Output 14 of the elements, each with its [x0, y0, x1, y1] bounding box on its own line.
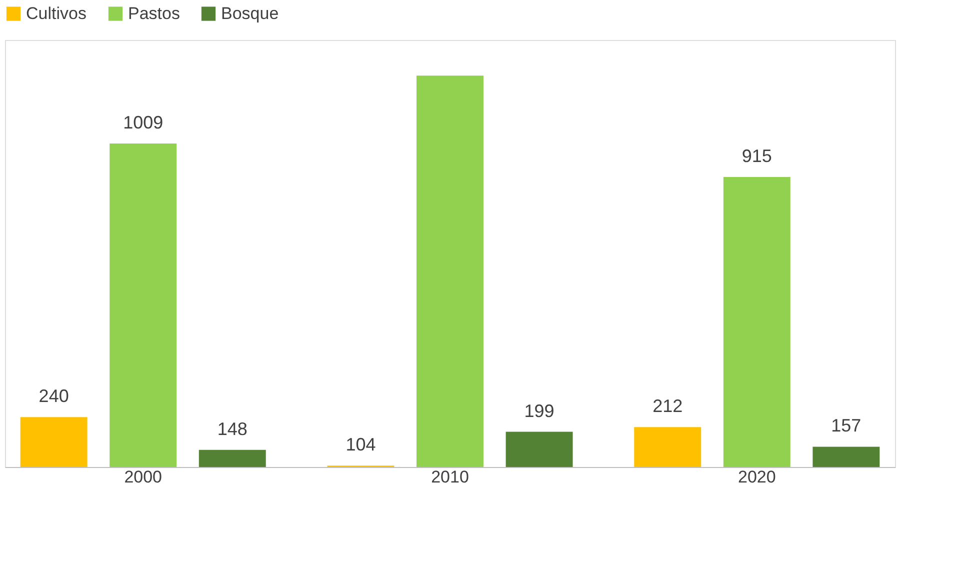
- data-label: 915: [742, 146, 772, 166]
- legend-label: Bosque: [221, 4, 279, 23]
- data-label: 104: [346, 434, 376, 455]
- x-tick-label: 2000: [124, 468, 162, 486]
- data-label: 1009: [123, 112, 164, 133]
- legend-label: Pastos: [128, 4, 180, 23]
- data-label: 157: [831, 416, 862, 436]
- data-label: 212: [652, 396, 683, 416]
- legend-label: Cultivos: [26, 4, 86, 23]
- data-label: 148: [217, 418, 248, 439]
- x-tick-label: 2020: [738, 468, 776, 486]
- data-label: 240: [38, 386, 69, 406]
- data-label: 199: [524, 400, 554, 421]
- x-tick-label: 2010: [431, 468, 469, 486]
